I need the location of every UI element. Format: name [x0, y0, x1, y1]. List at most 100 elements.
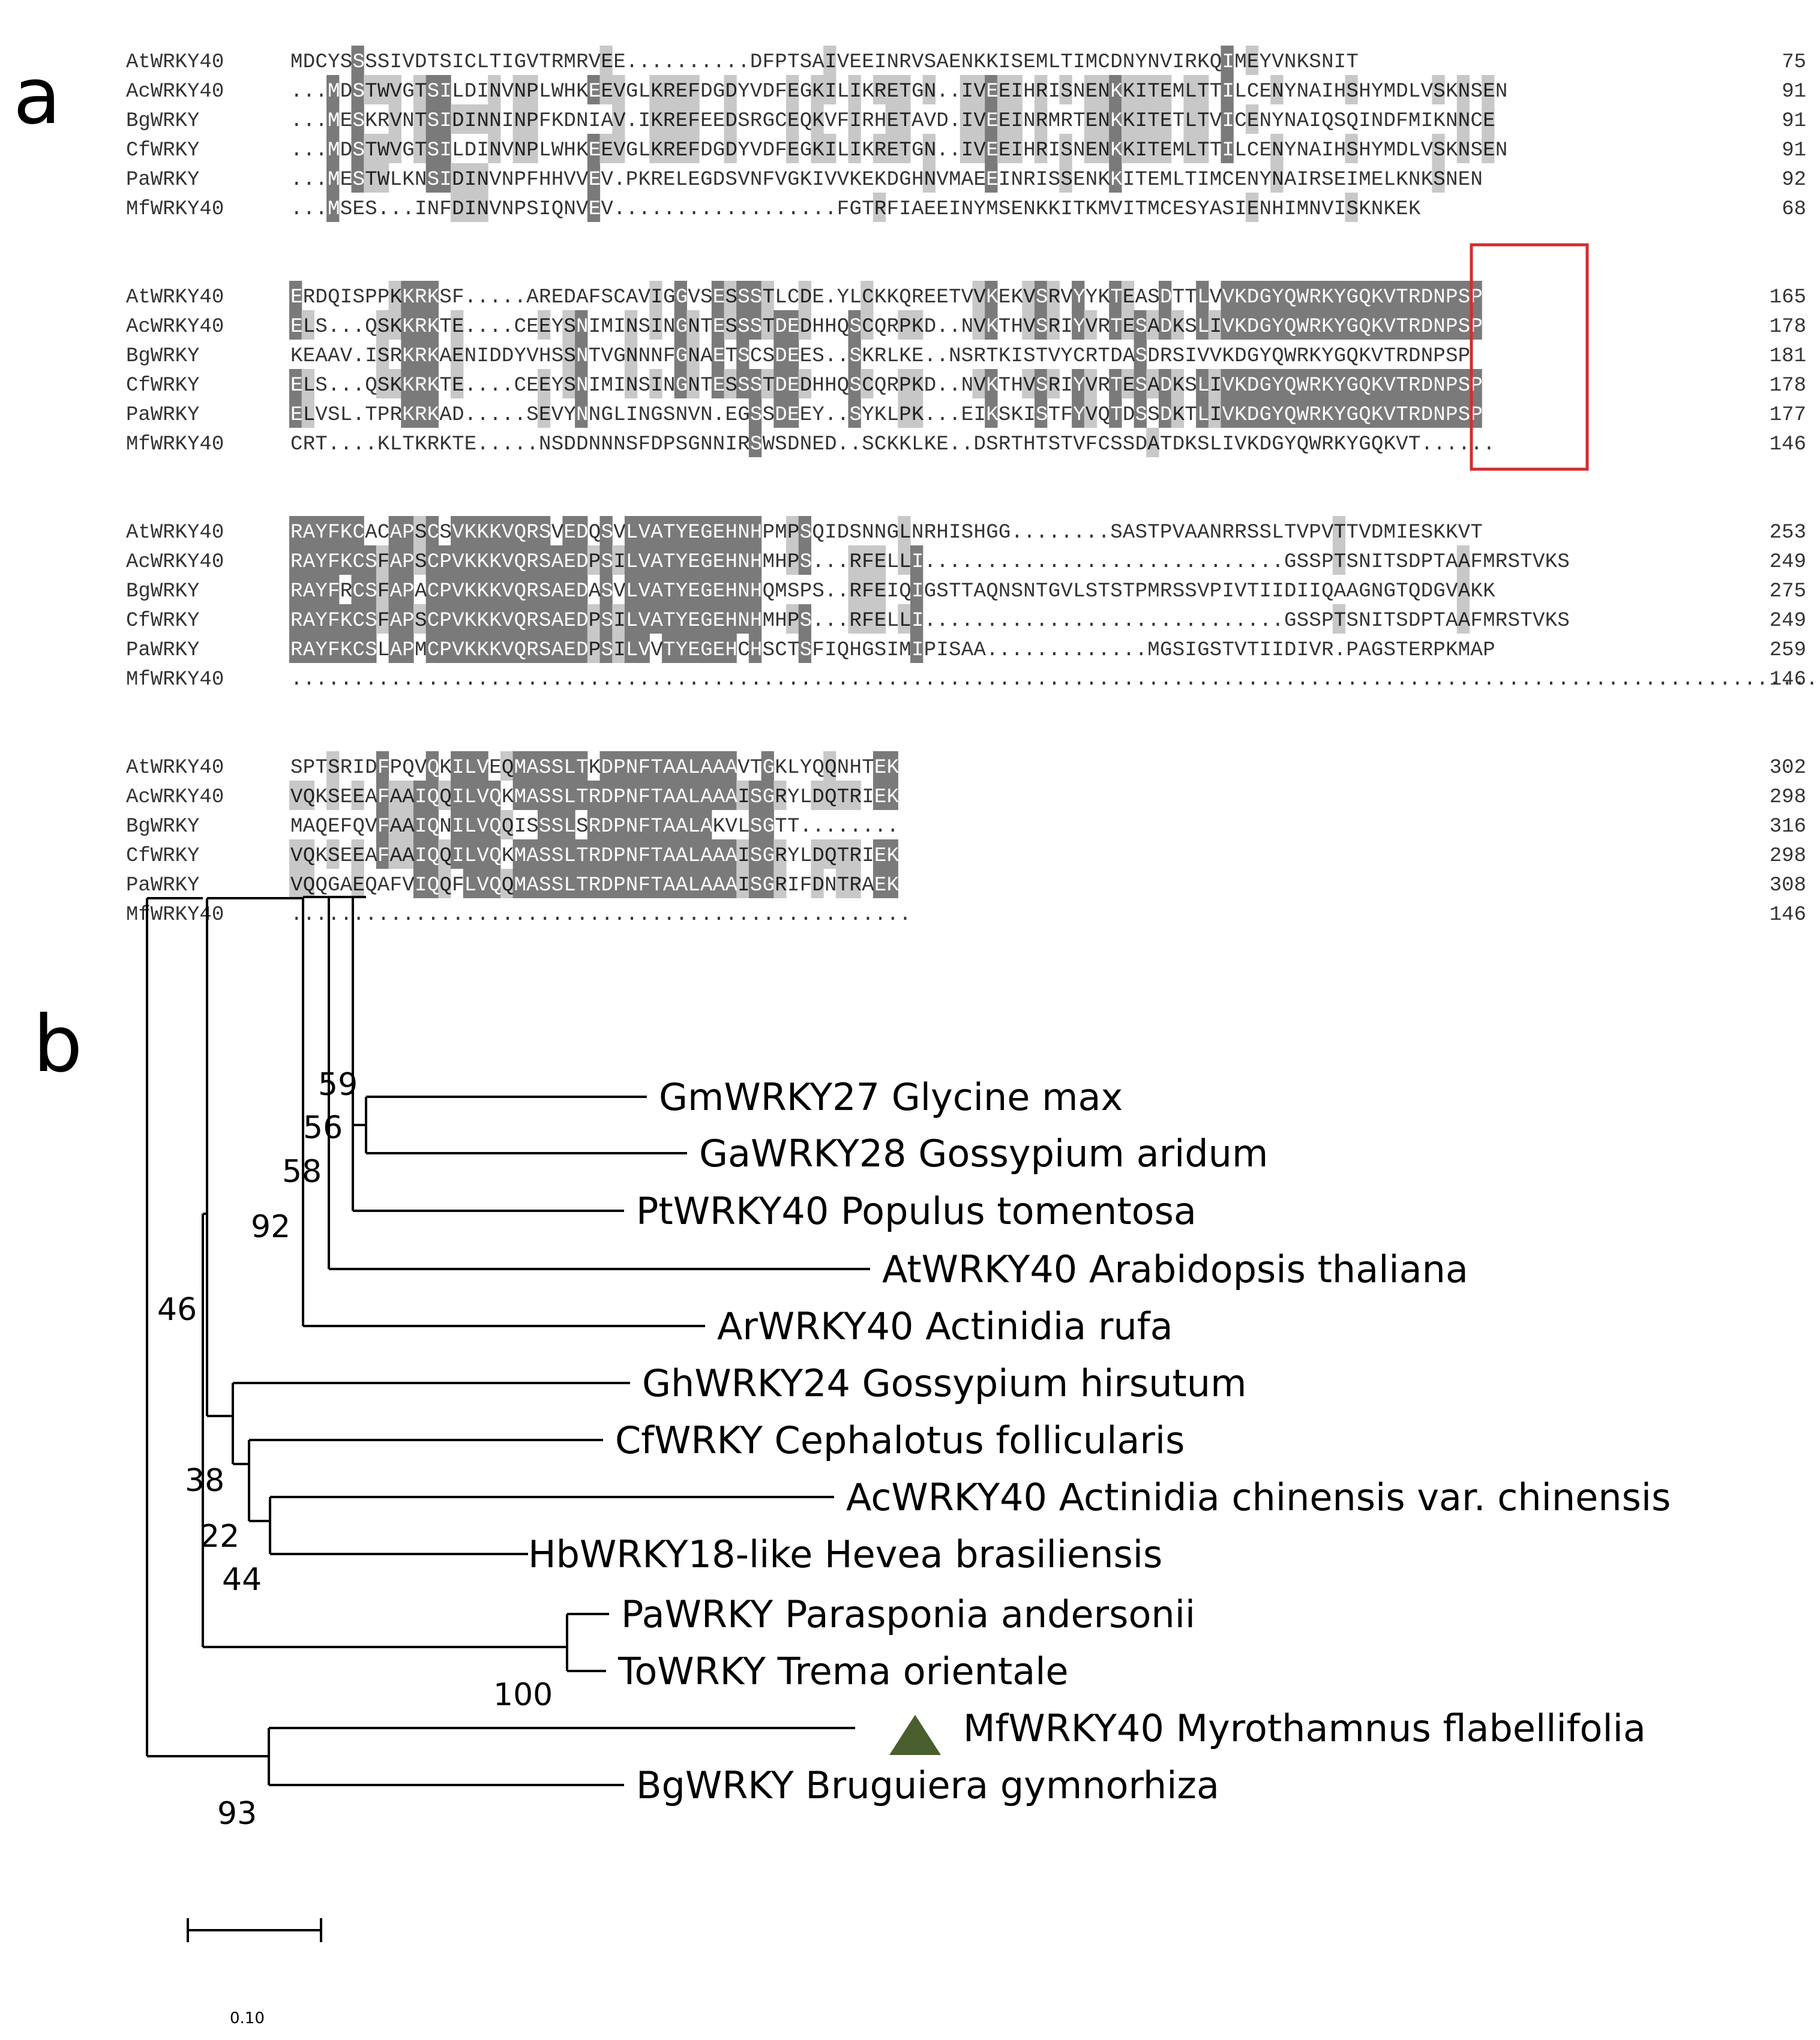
conservation-shade: [1270, 134, 1284, 163]
conservation-shade: [488, 839, 501, 869]
conservation-shade: [662, 604, 675, 634]
bootstrap-value: 44: [222, 1562, 262, 1598]
conservation-shade: [1022, 281, 1035, 310]
conservation-shade: [1183, 75, 1197, 104]
conservation-shade: [773, 340, 787, 369]
conservation-shade: [724, 281, 737, 310]
conservation-shade: [562, 781, 575, 810]
conservation-shade: [525, 545, 538, 575]
conservation-shade: [351, 781, 364, 810]
conservation-shade: [599, 75, 613, 104]
conservation-shade: [761, 369, 774, 398]
conservation-shade: [798, 516, 811, 545]
conservation-shade: [711, 634, 725, 663]
conservation-shade: [1332, 310, 1346, 340]
conservation-shade: [872, 545, 886, 575]
sequence-name: MfWRKY40: [126, 198, 224, 221]
conservation-shade: [500, 545, 514, 575]
conservation-shade: [599, 134, 613, 163]
conservation-shade: [1283, 281, 1296, 310]
conservation-shade: [314, 545, 327, 575]
conservation-shade: [1258, 281, 1271, 310]
conservation-shade: [438, 634, 451, 663]
conservation-shade: [413, 545, 427, 575]
conservation-shade: [376, 839, 389, 869]
conservation-shade: [686, 545, 700, 575]
conservation-shade: [388, 369, 401, 398]
conservation-shade: [587, 839, 601, 869]
conservation-shade: [1258, 369, 1271, 398]
conservation-shade: [1283, 369, 1296, 398]
conservation-shade: [1134, 75, 1147, 104]
sequence-residues: ELVSL.TPRKRKAD.....SEVYNNGLINGSNVN.EGSSD…: [290, 404, 1483, 427]
conservation-shade: [376, 781, 389, 810]
conservation-shade: [1432, 310, 1445, 340]
conservation-shade: [1134, 134, 1147, 163]
conservation-shade: [401, 340, 414, 369]
conservation-shade: [624, 810, 638, 839]
conservation-shade: [550, 839, 563, 869]
conservation-shade: [1295, 369, 1308, 398]
conservation-shade: [1382, 310, 1395, 340]
conservation-shade: [699, 869, 712, 898]
conservation-shade: [451, 545, 464, 575]
conservation-shade: [786, 516, 799, 545]
conservation-shade: [488, 75, 501, 104]
conservation-shade: [1456, 575, 1470, 604]
conservation-shade: [538, 751, 551, 781]
conservation-shade: [376, 75, 389, 104]
conservation-shade: [872, 575, 886, 604]
conservation-shade: [761, 281, 774, 310]
conservation-shade: [538, 545, 551, 575]
conservation-shade: [425, 810, 439, 839]
scale-bar-label: 0.10: [230, 2009, 265, 2027]
conservation-shade: [364, 575, 377, 604]
conservation-shade: [1357, 398, 1371, 428]
conservation-shade: [637, 869, 650, 898]
conservation-shade: [388, 545, 401, 575]
conservation-shade: [1159, 134, 1172, 163]
conservation-shade: [587, 810, 601, 839]
conservation-shade: [1332, 604, 1346, 634]
conservation-shade: [1233, 310, 1246, 340]
conservation-shade: [413, 810, 427, 839]
conservation-shade: [1146, 428, 1159, 457]
conservation-shade: [736, 340, 749, 369]
conservation-shade: [910, 545, 924, 575]
sequence-position: 75: [1782, 51, 1806, 74]
conservation-shade: [289, 369, 302, 398]
conservation-shade: [662, 810, 675, 839]
conservation-shade: [972, 104, 985, 134]
conservation-shade: [872, 839, 886, 869]
conservation-shade: [326, 104, 340, 134]
conservation-shade: [910, 398, 924, 428]
conservation-shade: [1146, 75, 1159, 104]
sequence-name: PaWRKY: [126, 874, 199, 897]
conservation-shade: [1196, 281, 1209, 310]
conservation-shade: [811, 104, 824, 134]
conservation-shade: [1482, 134, 1495, 163]
conservation-shade: [314, 604, 327, 634]
conservation-shade: [786, 545, 799, 575]
conservation-shade: [872, 75, 886, 104]
conservation-shade: [674, 839, 687, 869]
bootstrap-value: 58: [282, 1154, 322, 1190]
conservation-shade: [587, 604, 601, 634]
conservation-shade: [425, 751, 439, 781]
conservation-shade: [451, 516, 464, 545]
conservation-shade: [289, 545, 302, 575]
conservation-shade: [512, 545, 526, 575]
conservation-shade: [525, 575, 538, 604]
conservation-shade: [1096, 75, 1110, 104]
conservation-shade: [599, 781, 613, 810]
conservation-shade: [587, 163, 601, 193]
conservation-shade: [512, 75, 526, 104]
conservation-shade: [438, 781, 451, 810]
conservation-shade: [1072, 398, 1085, 428]
conservation-shade: [550, 810, 563, 839]
conservation-shade: [848, 781, 861, 810]
conservation-shade: [475, 839, 488, 869]
bootstrap-value: 22: [200, 1519, 239, 1555]
leaf-label: MfWRKY40 Myrothamnus flabellifolia: [963, 1706, 1646, 1750]
conservation-shade: [649, 516, 662, 545]
